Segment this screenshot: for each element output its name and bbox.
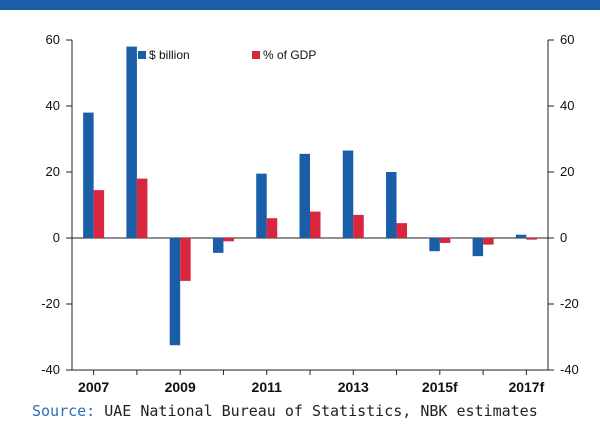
source-note: Source: UAE National Bureau of Statistic… — [32, 402, 592, 421]
bar-usd-billion-2011 — [256, 173, 267, 238]
y-tick-label-right: -40 — [560, 362, 579, 377]
y-tick-label-right: 20 — [560, 164, 574, 179]
bar-usd-billion-2015f — [429, 238, 440, 252]
chart-bars — [83, 46, 537, 346]
y-tick-label-left: 0 — [53, 230, 60, 245]
y-tick-label-left: -40 — [41, 362, 60, 377]
bar-usd-billion-2016f — [472, 238, 484, 257]
x-tick-label: 2009 — [165, 379, 196, 395]
bar-pct-gdp-2016f — [483, 238, 494, 245]
legend-swatch-0 — [138, 51, 146, 59]
bar-chart: -40 -40 -20 -20 0 0 20 20 40 40 60 60 2007 2009 2011 20… — [41, 32, 579, 395]
legend-label-0: $ billion — [149, 48, 190, 62]
x-tick-label: 2013 — [338, 379, 369, 395]
y-tick-label-right: -20 — [560, 296, 579, 311]
bar-pct-gdp-2015f — [439, 238, 451, 243]
legend-swatch-1 — [252, 51, 260, 59]
y-tick-label-right: 40 — [560, 98, 574, 113]
bar-usd-billion-2009 — [169, 238, 181, 346]
y-tick-label-left: -20 — [41, 296, 60, 311]
y-tick-label-right: 0 — [560, 230, 567, 245]
y-tick-label-right: 60 — [560, 32, 574, 47]
bar-pct-gdp-2008 — [136, 178, 148, 238]
legend-label-1: % of GDP — [263, 48, 316, 62]
bar-usd-billion-2008 — [126, 46, 137, 238]
bar-pct-gdp-2011 — [266, 218, 278, 238]
bar-usd-billion-2007 — [83, 112, 94, 238]
x-tick-label: 2011 — [252, 379, 283, 395]
bar-usd-billion-2013 — [342, 150, 354, 238]
x-tick-label: 2017f — [508, 379, 544, 395]
chart-axes: -40 -40 -20 -20 0 0 20 20 40 40 60 60 2007 2009 2011 20… — [41, 32, 579, 395]
y-tick-label-left: 40 — [46, 98, 60, 113]
bar-usd-billion-2017f — [515, 234, 527, 238]
bar-pct-gdp-2007 — [93, 190, 105, 238]
bar-pct-gdp-2009 — [180, 238, 191, 281]
bar-pct-gdp-2014 — [396, 223, 408, 238]
source-text: UAE National Bureau of Statistics, NBK e… — [104, 402, 538, 420]
bar-pct-gdp-2010 — [223, 238, 234, 242]
bar-usd-billion-2012 — [299, 153, 310, 238]
bar-usd-billion-2010 — [212, 238, 224, 253]
bar-usd-billion-2014 — [386, 172, 397, 238]
bar-pct-gdp-2017f — [526, 238, 537, 240]
chart-legend: $ billion % of GDP — [138, 48, 316, 62]
source-label: Source: — [32, 402, 96, 420]
x-tick-label: 2015f — [422, 379, 458, 395]
y-tick-label-left: 60 — [46, 32, 60, 47]
y-tick-label-left: 20 — [46, 164, 60, 179]
bar-pct-gdp-2013 — [353, 214, 364, 238]
header-bar — [0, 0, 600, 10]
x-tick-label: 2007 — [78, 379, 109, 395]
bar-pct-gdp-2012 — [310, 211, 321, 238]
